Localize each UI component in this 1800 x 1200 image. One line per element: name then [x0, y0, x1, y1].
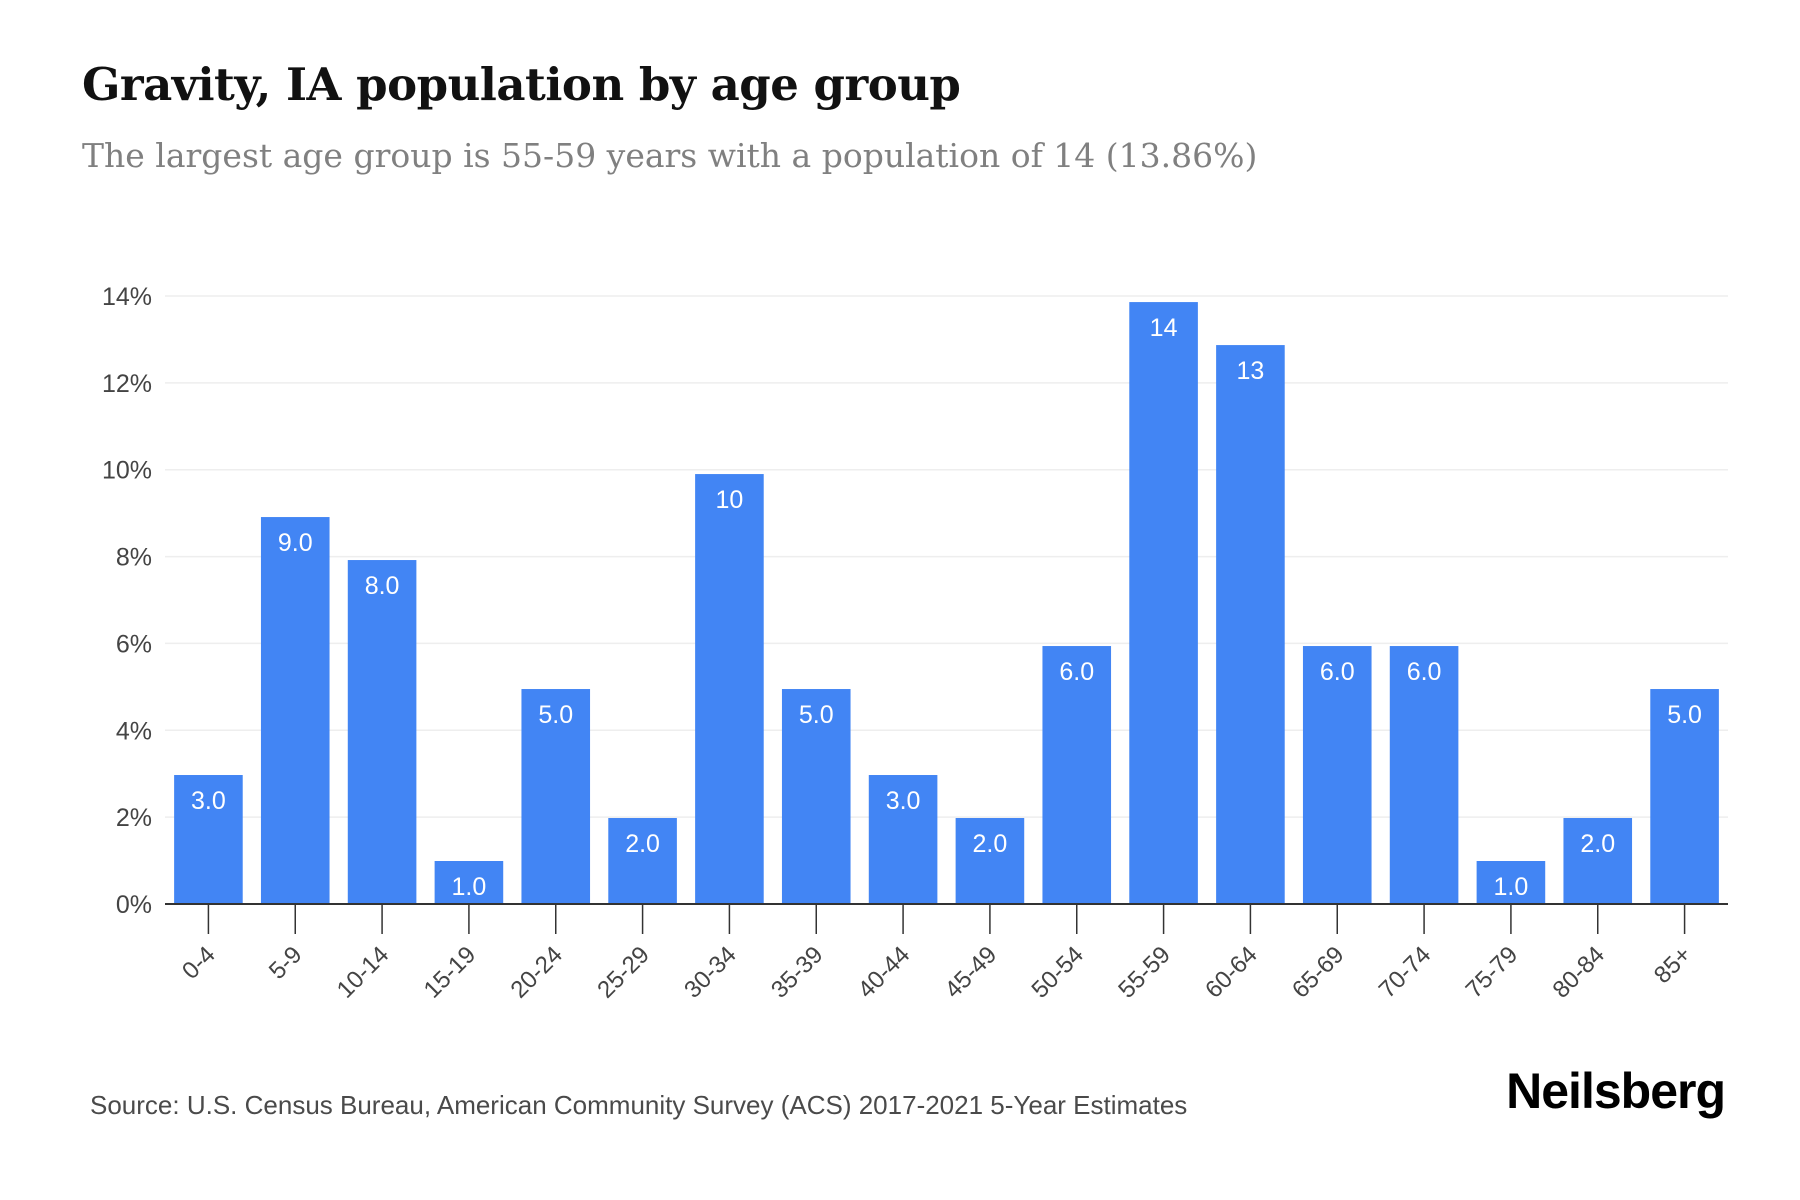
x-tick-label: 50-54	[1026, 941, 1089, 1004]
x-axis-ticks: 0-4 5-9 10-14 15-19 20-24 25-29 30-34 35-39 40-4…	[177, 904, 1697, 1004]
brand-logo: Neilsberg	[1506, 1063, 1726, 1119]
y-tick-label: 10%	[102, 457, 152, 485]
bar	[781, 689, 851, 904]
x-tick-label: 35-39	[766, 941, 829, 1004]
x-tick-label: 40-44	[853, 941, 916, 1004]
bar	[521, 689, 591, 904]
bar-value-label: 10	[716, 486, 744, 514]
x-tick-label: 75-79	[1461, 941, 1524, 1004]
bar	[695, 474, 764, 904]
bar	[868, 775, 938, 904]
x-tick-label: 55-59	[1113, 941, 1176, 1004]
bar	[1216, 345, 1285, 904]
bar	[1042, 646, 1112, 904]
bar	[174, 775, 243, 904]
y-tick-label: 8%	[116, 544, 152, 572]
y-tick-label: 0%	[116, 891, 152, 919]
bar-value-label: 2.0	[1580, 830, 1615, 858]
x-tick-label: 80-84	[1547, 941, 1610, 1004]
bar	[1302, 646, 1372, 904]
bar-value-label: 2.0	[973, 830, 1008, 858]
y-axis-tick-labels: 0% 2% 4% 6% 8% 10% 12% 14%	[102, 283, 152, 919]
chart-title: Gravity, IA population by age group	[82, 58, 961, 111]
bar	[1563, 818, 1633, 904]
bar-value-label: 5.0	[799, 701, 834, 729]
bar-value-label: 9.0	[278, 529, 313, 557]
x-tick-label: 70-74	[1374, 941, 1437, 1004]
bar-value-label: 6.0	[1059, 658, 1094, 686]
bar	[1476, 861, 1546, 904]
gridlines	[165, 295, 1728, 818]
bar-value-label: 13	[1237, 357, 1265, 385]
y-tick-label: 2%	[116, 804, 152, 832]
bar-value-label: 6.0	[1407, 658, 1442, 686]
bar-value-label: 1.0	[1494, 873, 1529, 901]
bar	[608, 818, 677, 904]
x-tick-label: 20-24	[505, 941, 568, 1004]
bar	[1129, 302, 1198, 905]
bar-value-label: 1.0	[452, 873, 487, 901]
y-tick-label: 4%	[116, 717, 152, 745]
chart-subtitle: The largest age group is 55-59 years wit…	[82, 136, 1258, 175]
bar-value-label: 3.0	[191, 787, 226, 815]
bar-value-label: 3.0	[886, 787, 921, 815]
bar	[955, 818, 1025, 904]
x-tick-label: 60-64	[1200, 941, 1263, 1004]
x-tick-label: 15-19	[419, 941, 482, 1004]
y-tick-label: 6%	[116, 630, 152, 658]
x-tick-label: 10-14	[332, 941, 395, 1004]
bar	[260, 517, 330, 904]
bar-value-label: 6.0	[1320, 658, 1355, 686]
bar-value-label: 5.0	[1667, 701, 1702, 729]
bar	[434, 861, 504, 904]
source-note: Source: U.S. Census Bureau, American Com…	[90, 1090, 1188, 1120]
x-tick-label: 65-69	[1287, 941, 1350, 1004]
x-tick-label: 5-9	[264, 941, 308, 985]
bars	[174, 302, 1719, 905]
bar-value-label: 2.0	[625, 830, 660, 858]
bar-value-label: 14	[1150, 314, 1178, 342]
x-tick-label: 45-49	[940, 941, 1003, 1004]
bar	[347, 560, 417, 904]
y-tick-label: 12%	[102, 370, 152, 398]
bar	[1389, 646, 1459, 904]
bar-value-labels: 3.0 9.0 8.0 1.0 5.0 2.0 10 5.0 3.0 2.0 6.0 14 13 6.0 6…	[191, 314, 1702, 901]
bar-value-label: 8.0	[365, 572, 400, 600]
y-tick-label: 14%	[102, 283, 152, 311]
x-tick-label: 85+	[1649, 941, 1697, 989]
x-tick-label: 30-34	[679, 941, 742, 1004]
bar-value-label: 5.0	[538, 701, 573, 729]
bar	[1650, 689, 1719, 904]
x-tick-label: 25-29	[592, 941, 655, 1004]
x-tick-label: 0-4	[177, 941, 221, 985]
